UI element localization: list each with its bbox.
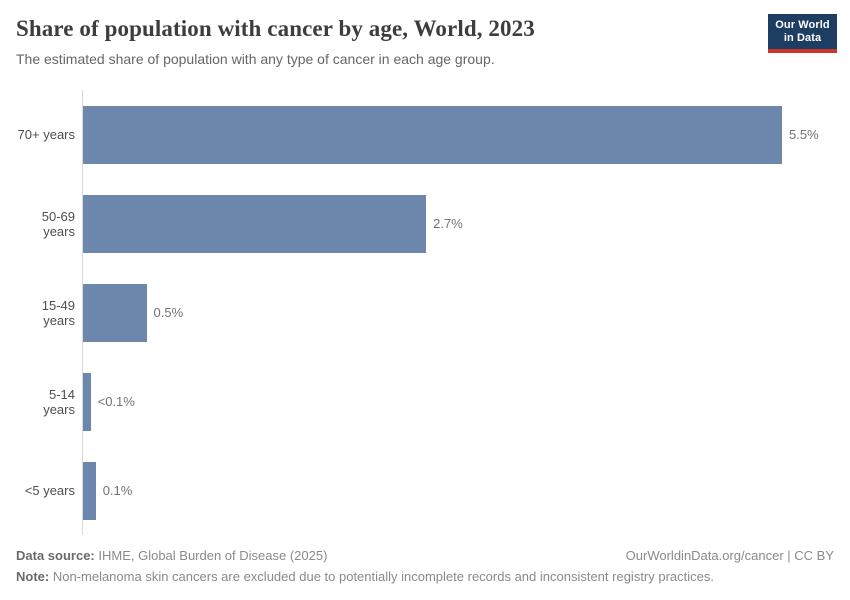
bar-area: 5.5% [82, 90, 834, 179]
chart-note: Note: Non-melanoma skin cancers are excl… [16, 569, 714, 584]
category-label: 15-49 years [41, 297, 75, 328]
value-label: 0.5% [153, 305, 184, 320]
note-label: Note: [16, 569, 50, 584]
category-label: <5 years [24, 483, 75, 498]
value-label: <0.1% [97, 394, 135, 409]
value-label: 5.5% [789, 127, 819, 142]
chart-row: 5-14 years <0.1% [16, 357, 834, 446]
data-source: Data source: IHME, Global Burden of Dise… [16, 545, 327, 566]
bar-area: <0.1% [82, 357, 834, 446]
chart-header: Share of population with cancer by age, … [16, 16, 750, 67]
category-label: 5-14 years [43, 386, 75, 417]
value-label: 2.7% [433, 216, 463, 231]
note-text: Non-melanoma skin cancers are excluded d… [49, 569, 714, 584]
bar-area: 0.1% [82, 446, 834, 535]
bar[interactable] [83, 105, 782, 164]
data-source-text: IHME, Global Burden of Disease (2025) [94, 548, 328, 563]
chart-row: 70+ years 5.5% [16, 90, 834, 179]
owid-logo-line2: in Data [783, 32, 822, 44]
chart-row: <5 years 0.1% [16, 446, 834, 535]
category-label: 70+ years [17, 127, 75, 142]
chart-subtitle: The estimated share of population with a… [16, 51, 495, 67]
bar-area: 2.7% [82, 179, 834, 268]
chart-footer: Data source: IHME, Global Burden of Dise… [16, 545, 834, 587]
owid-logo-line1: Our World [775, 19, 830, 31]
bar[interactable] [83, 372, 91, 431]
chart-row: 15-49 years 0.5% [16, 268, 834, 357]
owid-logo[interactable]: Our World in Data [768, 14, 837, 53]
bar-area: 0.5% [82, 268, 834, 357]
chart-title: Share of population with cancer by age, … [16, 16, 535, 41]
bar[interactable] [83, 283, 147, 342]
bar[interactable] [83, 461, 96, 520]
data-source-label: Data source: [16, 548, 95, 563]
chart-row: 50-69 years 2.7% [16, 179, 834, 268]
bar-chart: 70+ years 5.5% 50-69 years 2.7% 15-49 years 0… [16, 90, 834, 535]
category-label: 50-69 years [41, 208, 75, 239]
owid-citation-link[interactable]: OurWorldinData.org/cancer | CC BY [625, 548, 834, 563]
bar[interactable] [83, 194, 427, 253]
value-label: 0.1% [102, 483, 133, 498]
